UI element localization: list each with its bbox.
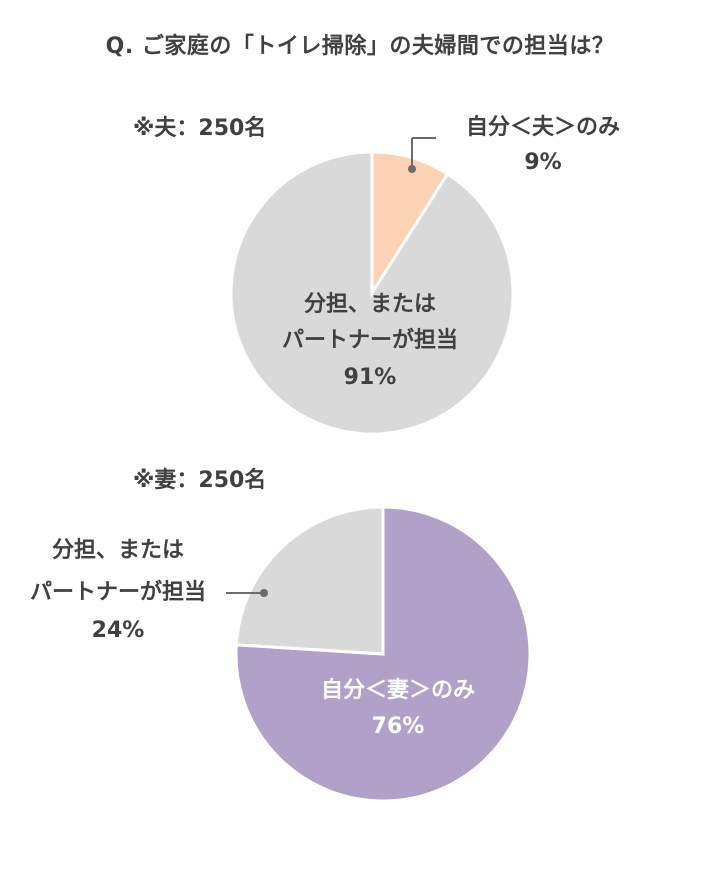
leader-dot-husband-self — [408, 165, 416, 173]
pie-slice-wife-shared — [234, 505, 385, 656]
wife-subtitle: ※妻：250名 — [133, 467, 266, 493]
husband-pie: ※夫：250名 自分＜夫＞のみ 9% 分担、または パートナーが担当 91% — [133, 114, 620, 436]
chart-title: Q. ご家庭の「トイレ掃除」の夫婦間での担当は？ — [105, 34, 615, 59]
slice-value-wife-shared: 24% — [92, 618, 145, 643]
leader-dot-wife-shared — [260, 589, 268, 597]
slice-label-wife-shared-line2: パートナーが担当 — [30, 579, 206, 605]
wife-pie: ※妻：250名 分担、または パートナーが担当 24% 自分＜妻＞のみ 76% — [30, 467, 532, 803]
slice-label-husband-self: 自分＜夫＞のみ — [466, 114, 620, 140]
slice-value-husband-shared: 91% — [344, 365, 397, 390]
pie-slice-husband-shared — [229, 150, 515, 436]
slice-value-husband-self: 9% — [524, 150, 561, 175]
slice-value-wife-self: 76% — [372, 714, 425, 739]
husband-subtitle: ※夫：250名 — [133, 115, 266, 141]
slice-label-husband-shared-line2: パートナーが担当 — [282, 327, 458, 353]
slice-label-wife-shared-line1: 分担、または — [52, 538, 184, 563]
slice-label-husband-shared-line1: 分担、または — [304, 292, 436, 317]
slice-label-wife-self: 自分＜妻＞のみ — [321, 677, 475, 703]
